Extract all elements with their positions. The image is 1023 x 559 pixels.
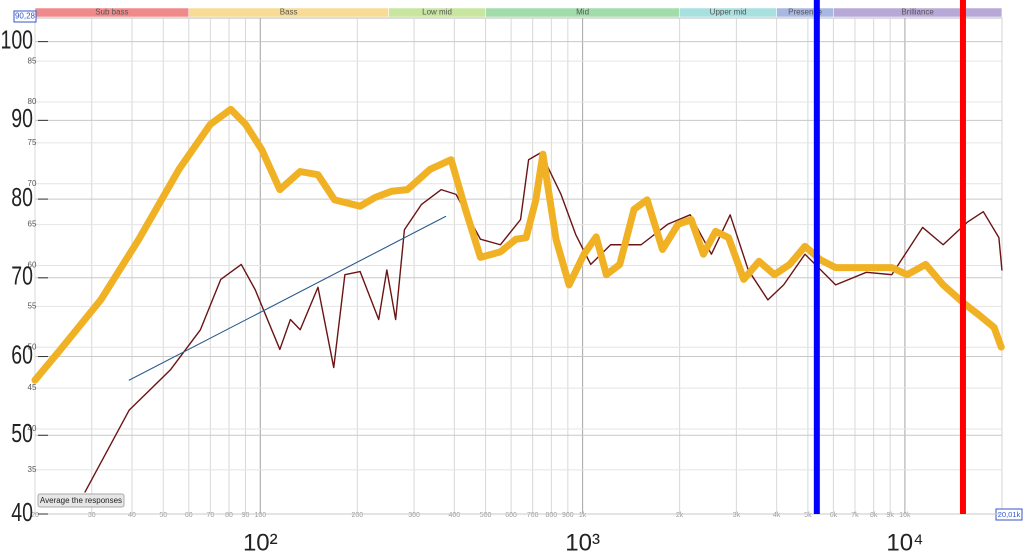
- y2-tick-label: 70: [28, 179, 37, 188]
- x-tick-label: 8k: [870, 512, 878, 519]
- band-label: Low mid: [422, 8, 452, 17]
- x-major-label: 10²: [243, 529, 278, 556]
- band-label: Brilliance: [901, 8, 934, 17]
- y2-tick-label: 35: [28, 465, 37, 474]
- y2-tick-label: 50: [28, 342, 37, 351]
- x-tick-label: 4k: [773, 512, 781, 519]
- x-tick-label: 600: [505, 512, 517, 519]
- y2-tick-label: 40: [28, 424, 37, 433]
- x-tick-label: 7k: [851, 512, 859, 519]
- x-major-label: 10³: [565, 529, 600, 556]
- y2-tick-label: 60: [28, 261, 37, 270]
- x-tick-label: 70: [206, 512, 214, 519]
- x-tick-label: 6k: [830, 512, 838, 519]
- y2-top-label: 90,28: [15, 12, 36, 21]
- x-tick-label: 2k: [676, 512, 684, 519]
- x-tick-label: 40: [128, 512, 136, 519]
- x-tick-label: 900: [562, 512, 574, 519]
- x-tick-label: 5k: [804, 512, 812, 519]
- band-label: Bass: [280, 8, 298, 17]
- x-tick-label: 200: [351, 512, 363, 519]
- x-tick-label: 9k: [886, 512, 894, 519]
- button-label: Average the responses: [40, 496, 122, 505]
- y-tick-label: 60: [11, 340, 33, 369]
- x-tick-label: 80: [225, 512, 233, 519]
- y-tick-label: 70: [11, 261, 33, 290]
- y-tick-label: 50: [11, 418, 33, 447]
- y2-tick-label: 45: [28, 383, 37, 392]
- y-tick-label: 40: [11, 497, 33, 526]
- x-tick-label: 50: [159, 512, 167, 519]
- x-tick-label: 400: [448, 512, 460, 519]
- series-line: [84, 151, 1003, 493]
- x-tick-label: 20: [31, 512, 39, 519]
- y-tick-label: 90: [11, 103, 33, 132]
- x-tick-label: 60: [185, 512, 193, 519]
- y-tick-label: 80: [11, 182, 33, 211]
- x-tick-label: 10k: [899, 512, 911, 519]
- x-end-label: 20,01k: [998, 510, 1021, 519]
- band-label: Mid: [576, 8, 589, 17]
- band-label: Presence: [788, 8, 822, 17]
- series-line: [31, 105, 1005, 384]
- average-button[interactable]: Average the responses: [37, 493, 125, 508]
- y2-top-box: [13, 10, 37, 23]
- x-tick-label: 100: [254, 512, 266, 519]
- x-tick-label: 500: [480, 512, 492, 519]
- x-tick-label: 3k: [733, 512, 741, 519]
- series-line: [128, 215, 447, 381]
- y2-tick-label: 80: [28, 97, 37, 106]
- x-major-label: 10⁴: [886, 529, 923, 556]
- y2-tick-label: 55: [28, 301, 37, 310]
- x-tick-label: 90: [242, 512, 250, 519]
- x-tick-label: 800: [546, 512, 558, 519]
- y2-tick-label: 75: [28, 138, 37, 147]
- band: [833, 7, 1003, 18]
- y-tick-label: 100: [0, 25, 33, 54]
- x-tick-label: 300: [408, 512, 420, 519]
- y2-tick-label: 85: [28, 56, 37, 65]
- band-label: Sub bass: [95, 8, 128, 17]
- y2-tick-label: 65: [28, 220, 37, 229]
- x-tick-label: 700: [527, 512, 539, 519]
- x-tick-label: 1k: [579, 512, 587, 519]
- x-tick-label: 30: [88, 512, 96, 519]
- band-label: Upper mid: [710, 8, 747, 17]
- button-box: [37, 493, 125, 508]
